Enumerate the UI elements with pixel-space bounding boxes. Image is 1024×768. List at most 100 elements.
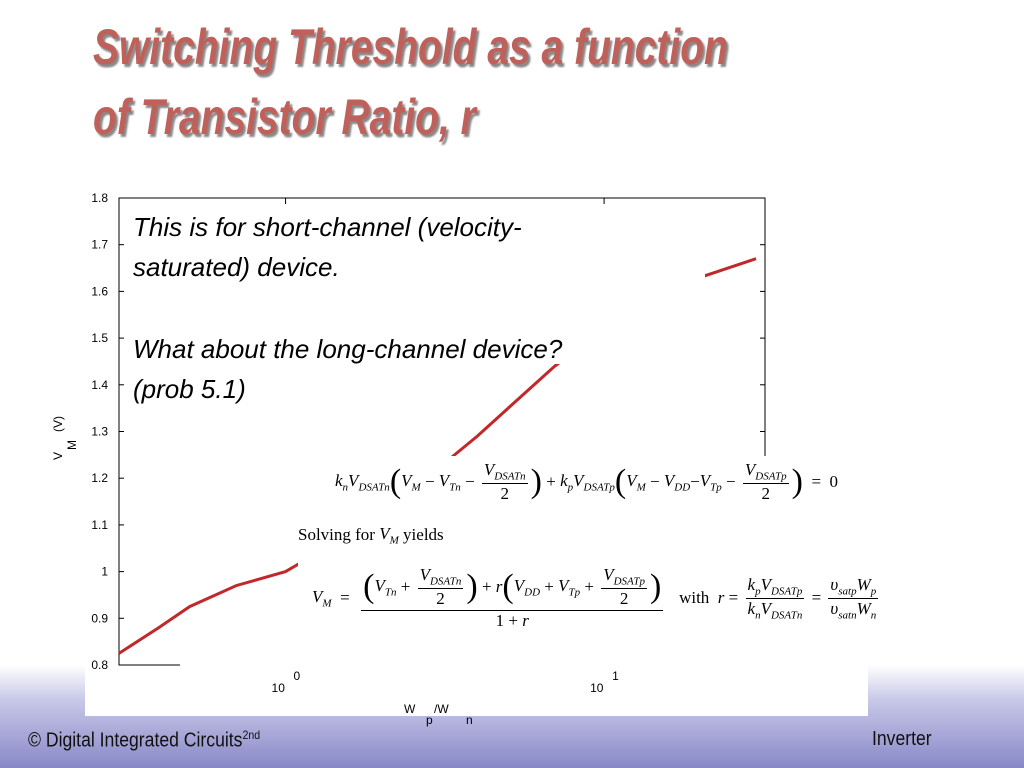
fraction: kp VDSATp kn VDSATn [745, 575, 805, 622]
eq-symbol: Wp [857, 575, 877, 597]
y-label-sub: M [65, 440, 79, 450]
numerator: kp VDSATp [745, 575, 805, 600]
subscript: DD [524, 586, 541, 599]
subscript: DSATn [358, 481, 390, 494]
subscript: satp [838, 585, 857, 598]
note-line: (prob 5.1) [133, 374, 246, 404]
subscript: Tp [710, 481, 722, 494]
symbol: V [744, 460, 756, 479]
eq-symbol: VDD [664, 471, 690, 493]
subscript: M [322, 597, 332, 610]
equation: VM = (VTn + VDSATn 2) + r(VDD + VTp + VDS… [312, 565, 881, 631]
subscript: DSATn [429, 575, 462, 588]
subscript: DSATp [613, 575, 645, 588]
symbol: V [483, 460, 495, 479]
x-label: /W [434, 702, 449, 716]
symbol: r [522, 611, 529, 631]
eq-symbol: υsatn [830, 599, 856, 621]
eq-text: Solving for [298, 525, 380, 545]
eq-symbol: r [496, 577, 503, 597]
footer-text: © Digital Integrated Circuits [28, 729, 243, 752]
symbol: V [699, 471, 711, 490]
eq-text: 2 [761, 484, 771, 504]
y-tick-label: 1.8 [91, 191, 108, 205]
symbol: k [335, 471, 343, 490]
eq-text: with [666, 588, 718, 608]
x-label-sub: p [426, 713, 433, 727]
subscript: DD [674, 481, 691, 494]
footer-left: © Digital Integrated Circuits2nd [28, 728, 260, 753]
eq-text: ) [791, 463, 803, 501]
x-tick-sup: 1 [612, 669, 619, 683]
eq-text: ( [614, 463, 627, 501]
note-line: This is for short-channel (velocity- [133, 212, 522, 242]
y-label-text: V [51, 452, 65, 460]
symbol: V [374, 576, 385, 595]
eq-symbol: r [718, 588, 725, 608]
numerator: VDSATp [742, 460, 789, 485]
eq-text: ( [502, 568, 514, 606]
eq-symbol: kp [748, 575, 761, 597]
eq-symbol: VM [379, 524, 399, 546]
symbol: V [573, 471, 584, 490]
y-tick-label: 0.9 [91, 611, 108, 625]
eq-symbol: VM [626, 471, 646, 493]
eq-symbol: VDD [514, 576, 540, 598]
eq-symbol: VTp [700, 471, 722, 493]
eq-symbol: Wn [857, 599, 877, 621]
eq-symbol: kn [748, 599, 761, 621]
numerator: VDSATn [417, 565, 464, 590]
title-line: Switching Threshold as a function [93, 19, 728, 75]
eq-text: + [542, 472, 561, 492]
numerator: VDSATp [601, 565, 647, 590]
denominator: υsatn Wn [830, 599, 876, 621]
eq-text: = [331, 588, 359, 608]
subscript: n [342, 481, 349, 494]
fraction: υsatp Wp υsatn Wn [828, 575, 879, 622]
symbol: V [513, 576, 525, 595]
subscript: p [567, 481, 574, 494]
symbol: r [495, 577, 503, 597]
y-tick-label: 1.7 [91, 238, 108, 252]
equation-box [180, 650, 868, 670]
y-tick-label: 1 [101, 565, 108, 579]
symbol: V [348, 471, 359, 490]
subscript: satn [838, 609, 857, 622]
subscript: DSATp [755, 470, 787, 483]
eq-text: 2 [436, 589, 445, 609]
denominator: 1 + r [496, 611, 529, 631]
subscript: Tn [384, 586, 397, 599]
x-label: W [404, 702, 416, 716]
equation: kn VDSATn(VM − VTn − VDSATn 2) + kp VDSATp(… [335, 460, 838, 504]
symbol: V [312, 587, 323, 606]
fraction: VDSATp 2 [601, 565, 647, 609]
eq-symbol: VTn [439, 471, 461, 493]
denominator: 2 [436, 589, 445, 609]
y-label: VM(V) [51, 416, 79, 460]
eq-text: = 0 [802, 472, 839, 492]
symbol: V [401, 471, 412, 490]
eq-text: ( [363, 568, 375, 606]
eq-symbol: VTp [558, 576, 580, 598]
denominator: 2 [762, 484, 771, 504]
subscript: M [636, 481, 646, 494]
eq-symbol: VDSATn [348, 471, 390, 493]
symbol: k [747, 599, 756, 619]
note-box [125, 364, 295, 409]
denominator: 2 [501, 484, 510, 504]
subscript: Tp [568, 586, 581, 599]
denominator: kn VDSATn [748, 599, 803, 621]
title-line: of Transistor Ratio, r [93, 89, 476, 145]
symbol: V [379, 524, 390, 543]
y-tick-label: 0.8 [91, 658, 108, 672]
subscript: Tn [449, 481, 461, 494]
eq-text: 2 [500, 484, 510, 504]
eq-text: yields [398, 525, 444, 545]
equation-box [298, 456, 993, 650]
eq-symbol: VDSATp [603, 565, 645, 587]
eq-text: ) [530, 463, 542, 501]
note-line: What about the long-channel device? [133, 334, 563, 364]
eq-symbol: VDSATp [745, 460, 787, 482]
subscript: M [389, 534, 399, 547]
